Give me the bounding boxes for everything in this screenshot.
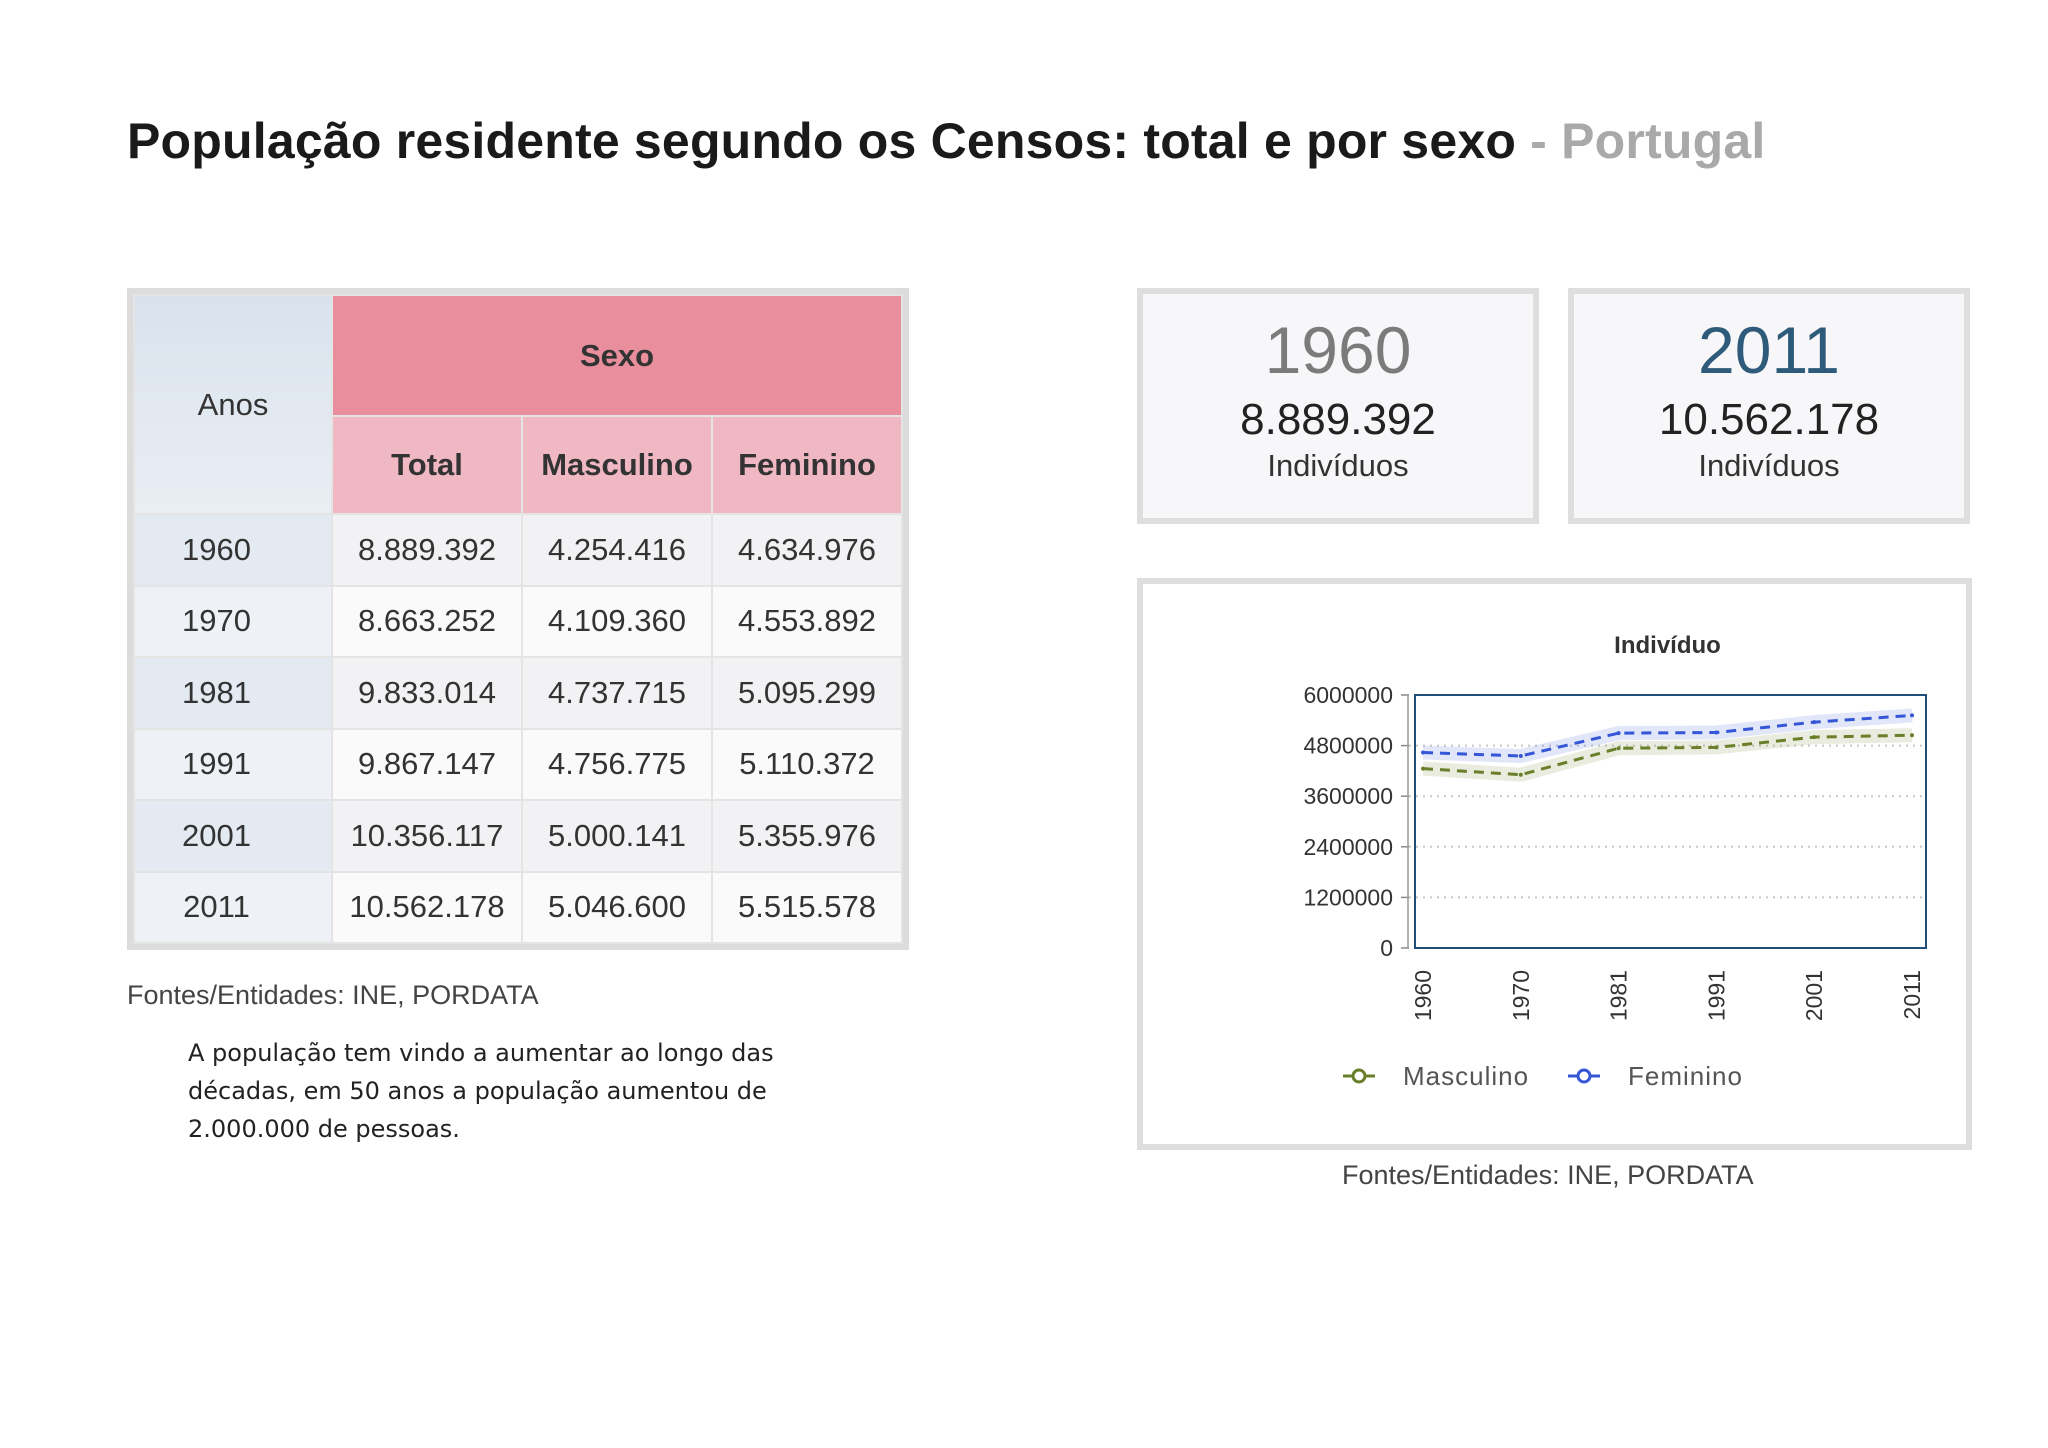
legend-label-masculino: Masculino	[1403, 1061, 1529, 1091]
card-unit: Indivíduos	[1267, 448, 1409, 483]
data-point	[1714, 730, 1719, 735]
row-total: 8.889.392	[331, 513, 523, 587]
page-title: População residente segundo os Censos: t…	[127, 112, 1766, 170]
header-masculino: Masculino	[521, 415, 713, 515]
census-table: Anos Sexo Total Masculino Feminino 1960 …	[133, 294, 903, 944]
card-year: 1960	[1264, 313, 1412, 387]
x-tick-label: 1960	[1410, 970, 1436, 1021]
row-total: 10.562.178	[331, 870, 523, 944]
row-year: 1970	[133, 584, 333, 658]
y-tick-label: 4800000	[1303, 733, 1393, 759]
x-tick-label: 1970	[1508, 970, 1534, 1021]
data-point	[1518, 772, 1523, 777]
x-tick-label: 2001	[1801, 970, 1827, 1021]
source-left: Fontes/Entidades: INE, PORDATA	[127, 980, 539, 1010]
card-unit: Indivíduos	[1698, 448, 1840, 483]
row-masculino: 4.254.416	[521, 513, 713, 587]
header-feminino: Feminino	[711, 415, 903, 515]
x-tick-label: 1991	[1703, 970, 1729, 1021]
row-year: 1991	[133, 727, 333, 801]
row-feminino: 4.553.892	[711, 584, 903, 658]
card-year: 2011	[1698, 313, 1840, 387]
y-tick-label: 0	[1380, 935, 1393, 961]
stat-card-1960: 1960 8.889.392 Indivíduos	[1137, 288, 1539, 524]
data-point	[1812, 720, 1817, 725]
census-table-container: Anos Sexo Total Masculino Feminino 1960 …	[127, 288, 909, 950]
y-tick-label: 2400000	[1303, 834, 1393, 860]
table-row: 2011 10.562.178 5.046.600 5.515.578	[133, 870, 903, 944]
data-point	[1812, 735, 1817, 740]
y-tick-label: 1200000	[1303, 884, 1393, 910]
row-year: 1960	[133, 513, 333, 587]
table-row: 1991 9.867.147 4.756.775 5.110.372	[133, 727, 903, 801]
legend-marker-feminino	[1576, 1068, 1592, 1084]
header-total: Total	[331, 415, 523, 515]
stat-card-2011: 2011 10.562.178 Indivíduos	[1568, 288, 1970, 524]
row-total: 9.867.147	[331, 727, 523, 801]
table-row: 1970 8.663.252 4.109.360 4.553.892	[133, 584, 903, 658]
card-value: 10.562.178	[1658, 395, 1880, 444]
data-point	[1616, 731, 1621, 736]
title-main: População residente segundo os Censos: t…	[127, 113, 1517, 169]
source-right: Fontes/Entidades: INE, PORDATA	[1342, 1160, 1754, 1190]
data-point	[1616, 746, 1621, 751]
row-year: 1981	[133, 656, 333, 730]
series-line-masculino	[1422, 733, 1913, 777]
x-tick-label: 1981	[1606, 970, 1632, 1021]
data-point	[1421, 750, 1425, 755]
y-tick-label: 3600000	[1303, 783, 1393, 809]
data-point	[1518, 753, 1523, 758]
table-row: 2001 10.356.117 5.000.141 5.355.976	[133, 799, 903, 873]
row-feminino: 5.095.299	[711, 656, 903, 730]
header-anos: Anos	[133, 294, 333, 515]
row-masculino: 5.000.141	[521, 799, 713, 873]
legend-label-feminino: Feminino	[1628, 1061, 1743, 1091]
table-row: 1981 9.833.014 4.737.715 5.095.299	[133, 656, 903, 730]
row-masculino: 4.737.715	[521, 656, 713, 730]
data-point	[1910, 733, 1914, 738]
table-row: 1960 8.889.392 4.254.416 4.634.976	[133, 513, 903, 587]
title-country: Portugal	[1561, 113, 1766, 169]
row-total: 10.356.117	[331, 799, 523, 873]
data-point	[1421, 766, 1425, 771]
row-masculino: 4.756.775	[521, 727, 713, 801]
chart-title: Indivíduo	[1614, 632, 1721, 659]
row-feminino: 4.634.976	[711, 513, 903, 587]
data-point	[1714, 745, 1719, 750]
row-masculino: 5.046.600	[521, 870, 713, 944]
row-total: 8.663.252	[331, 584, 523, 658]
row-masculino: 4.109.360	[521, 584, 713, 658]
line-chart: Indivíduo 6000000 4800000 3600000 2400000 120…	[1303, 632, 1927, 1091]
title-separator: -	[1516, 113, 1562, 169]
chart-card: Indivíduo 6000000 4800000 3600000 2400000 120…	[1137, 578, 1972, 1150]
legend-marker-masculino	[1351, 1068, 1367, 1084]
row-total: 9.833.014	[331, 656, 523, 730]
y-tick-label: 6000000	[1303, 682, 1393, 708]
series-line-feminino	[1422, 713, 1913, 758]
row-year: 2001	[133, 799, 333, 873]
header-sexo: Sexo	[331, 294, 903, 417]
data-point	[1910, 713, 1914, 718]
card-value: 8.889.392	[1240, 395, 1436, 444]
row-year: 2011	[133, 870, 333, 944]
row-feminino: 5.515.578	[711, 870, 903, 944]
plot-frame	[1414, 694, 1927, 949]
row-feminino: 5.355.976	[711, 799, 903, 873]
x-tick-label: 2011	[1899, 970, 1925, 1019]
row-feminino: 5.110.372	[711, 727, 903, 801]
note-text: A população tem vindo a aumentar ao long…	[188, 1039, 774, 1143]
